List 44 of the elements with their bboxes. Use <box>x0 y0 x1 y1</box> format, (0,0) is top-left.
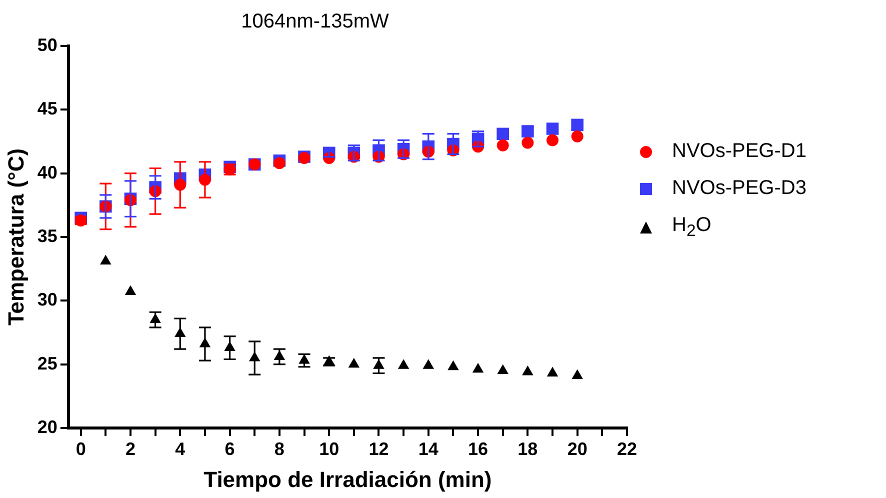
point <box>546 134 559 146</box>
y-tick-label: 35 <box>37 226 58 246</box>
point <box>398 360 409 369</box>
x-tick-label: 2 <box>125 438 136 459</box>
y-tick-label: 30 <box>37 290 58 310</box>
point <box>125 286 136 296</box>
point <box>496 139 509 152</box>
x-tick-label: 14 <box>418 438 438 459</box>
x-tick-label: 18 <box>518 438 538 459</box>
point <box>522 136 534 149</box>
y-tick-label: 20 <box>37 416 58 437</box>
point <box>546 122 559 135</box>
y-tick-label: 25 <box>37 353 58 374</box>
point <box>498 364 508 374</box>
point <box>448 360 458 370</box>
legend-label: NVOs-PEG-D1 <box>672 140 806 163</box>
point <box>571 130 584 142</box>
point <box>348 358 360 368</box>
y-tick-label: 45 <box>37 98 58 119</box>
x-axis-title: Tiempo de Irradiación (min) <box>204 466 492 492</box>
x-tick-label: 6 <box>224 438 235 459</box>
x-tick-label: 12 <box>368 438 389 459</box>
y-axis-title: Temperatura (°C) <box>3 148 28 326</box>
y-tick-label: 50 <box>37 34 58 55</box>
x-tick-label: 22 <box>616 438 638 459</box>
x-tick-label: 8 <box>274 438 284 459</box>
chart-title: 1064nm-135mW <box>241 10 390 33</box>
point <box>547 367 558 376</box>
x-tick-label: 0 <box>76 438 86 459</box>
y-tick-label: 40 <box>37 162 58 182</box>
x-tick-label: 16 <box>468 438 488 459</box>
point <box>572 370 583 380</box>
point <box>522 366 533 376</box>
x-tick-label: 10 <box>319 438 340 459</box>
point <box>100 255 111 264</box>
legend-label: H$_{2}$O <box>672 214 712 241</box>
point <box>472 363 484 373</box>
legend-label: NVOs-PEG-D3 <box>672 177 806 200</box>
x-tick-label: 20 <box>567 438 588 459</box>
point <box>423 360 434 369</box>
point <box>273 157 286 170</box>
point <box>571 118 584 132</box>
x-tick-label: 4 <box>175 438 186 459</box>
point <box>522 125 534 138</box>
